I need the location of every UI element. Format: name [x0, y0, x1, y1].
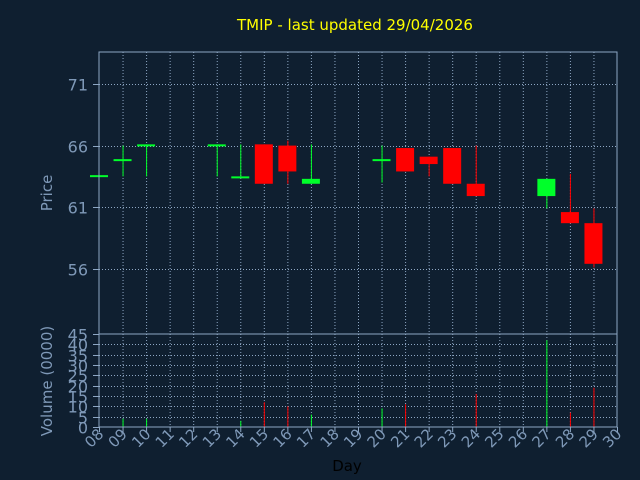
candle-body — [278, 145, 297, 172]
candle-body — [231, 176, 250, 179]
price-candles — [90, 140, 603, 268]
volume-tick-label: 0 — [78, 419, 88, 438]
volume-grid — [99, 334, 617, 427]
candle-body — [372, 159, 391, 162]
volume-tick-label: 15 — [68, 388, 88, 407]
candle-body — [466, 183, 485, 197]
volume-tick-label: 20 — [68, 378, 88, 397]
candle-body — [207, 144, 226, 147]
candle-body — [301, 178, 320, 184]
candle-body — [419, 156, 438, 165]
price-axis-label: Price — [38, 175, 56, 212]
volume-axis-label: Volume (0000) — [38, 326, 56, 436]
price-tick-label: 56 — [68, 261, 88, 280]
volume-tick-label: 45 — [68, 326, 88, 345]
price-axis-ticks: 71 66 61 56 — [68, 76, 99, 280]
candle-body — [537, 178, 556, 197]
candle-body — [137, 144, 156, 147]
day-axis-label: Day — [332, 457, 362, 475]
volume-tick-label: 10 — [68, 398, 88, 417]
candle-body — [396, 148, 415, 172]
volume-tick-label: 40 — [68, 336, 88, 355]
candle-body — [254, 144, 273, 184]
candle-body — [584, 223, 603, 264]
volume-tick-label: 35 — [68, 347, 88, 366]
volume-tick-label: 30 — [68, 357, 88, 376]
price-tick-label: 71 — [68, 76, 88, 95]
volume-tick-label: 5 — [78, 409, 88, 428]
price-tick-label: 66 — [68, 138, 88, 157]
price-tick-label: 61 — [68, 199, 88, 218]
candle-body — [443, 148, 462, 184]
candle-body — [560, 212, 579, 224]
chart-title: TMIP - last updated 29/04/2026 — [236, 16, 473, 34]
volume-tick-label: 25 — [68, 367, 88, 386]
candle-body — [113, 159, 132, 162]
volume-bars — [122, 340, 595, 427]
day-axis-ticks: 0809101112131415161718192021222324252627… — [81, 425, 625, 451]
